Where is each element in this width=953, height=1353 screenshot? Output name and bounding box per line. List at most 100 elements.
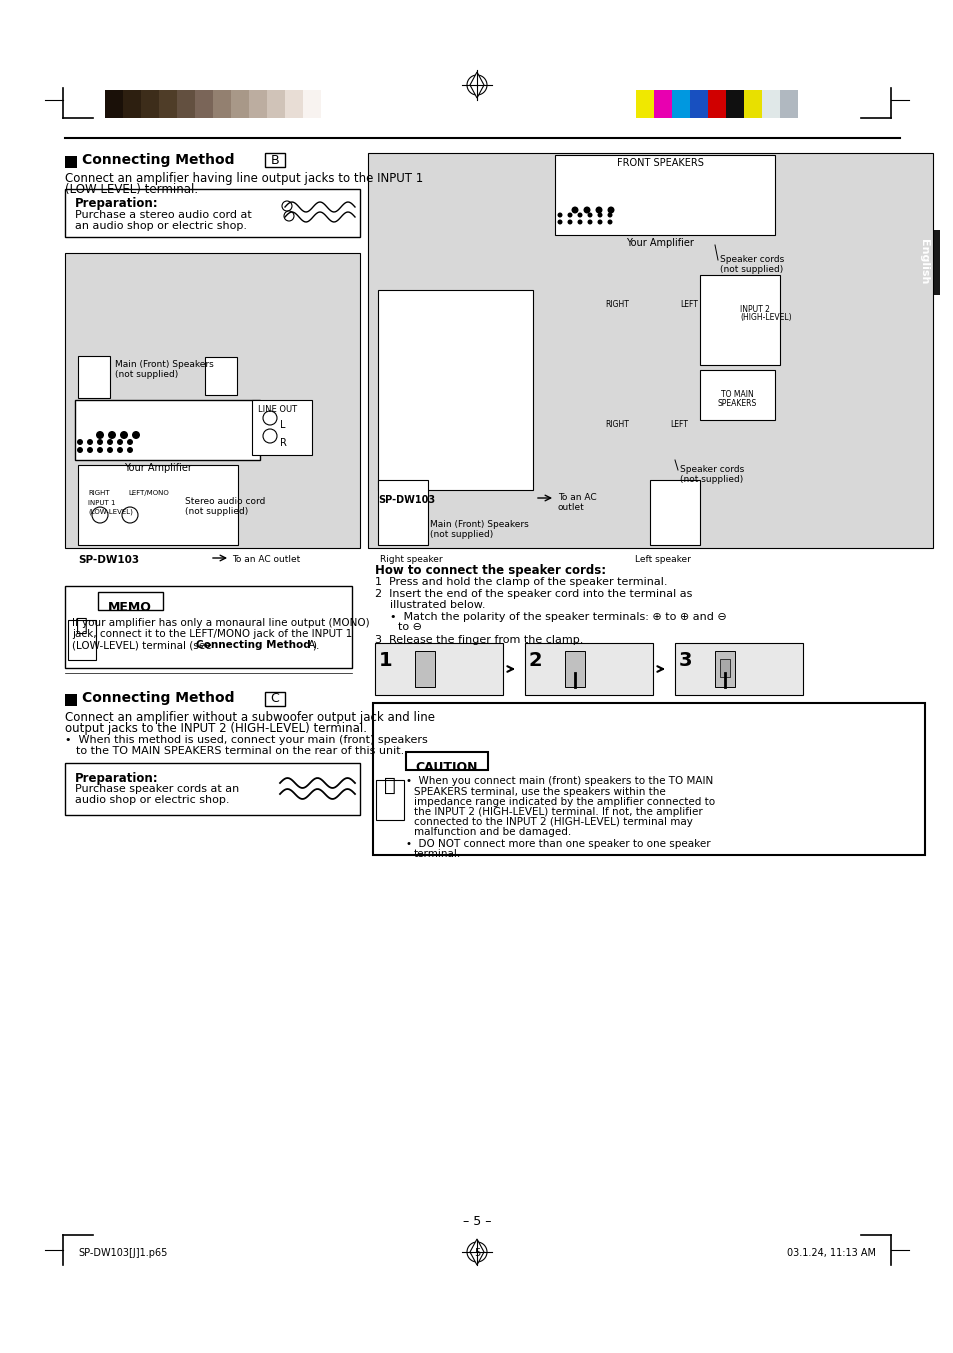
Circle shape [107, 438, 112, 445]
Bar [743, 91, 761, 118]
Text: malfunction and be damaged.: malfunction and be damaged. [414, 827, 571, 838]
Bar [213, 91, 231, 118]
Bar [564, 651, 584, 687]
Bar [415, 651, 435, 687]
Text: (not supplied): (not supplied) [720, 265, 782, 275]
Text: (LOW-LEVEL): (LOW-LEVEL) [88, 507, 132, 514]
Circle shape [96, 432, 104, 438]
Circle shape [107, 446, 112, 453]
Bar [636, 91, 654, 118]
Circle shape [607, 207, 614, 214]
Text: ✋: ✋ [76, 616, 88, 635]
Bar [303, 91, 320, 118]
Bar [65, 586, 352, 668]
Text: connected to the INPUT 2 (HIGH-LEVEL) terminal may: connected to the INPUT 2 (HIGH-LEVEL) te… [414, 817, 692, 827]
Bar [78, 356, 110, 398]
Text: output jacks to the INPUT 2 (HIGH-LEVEL) terminal.: output jacks to the INPUT 2 (HIGH-LEVEL)… [65, 723, 367, 735]
Text: (not supplied): (not supplied) [185, 507, 248, 515]
Text: 2: 2 [529, 651, 542, 670]
Text: LEFT: LEFT [669, 419, 687, 429]
Text: TO MAIN: TO MAIN [720, 390, 753, 399]
Text: •  When this method is used, connect your main (front) speakers: • When this method is used, connect your… [65, 735, 427, 746]
Bar [524, 643, 652, 695]
Text: 1: 1 [378, 651, 393, 670]
Bar [252, 400, 312, 455]
Bar [375, 779, 403, 820]
Text: LEFT/MONO: LEFT/MONO [128, 490, 169, 497]
Text: How to connect the speaker cords:: How to connect the speaker cords: [375, 564, 605, 576]
Text: Connecting Method: Connecting Method [82, 691, 234, 705]
Bar [761, 91, 780, 118]
Circle shape [132, 432, 140, 438]
Bar [373, 704, 924, 855]
Bar [65, 694, 77, 706]
Text: Your Amplifier: Your Amplifier [124, 463, 192, 474]
Text: illustrated below.: illustrated below. [390, 599, 485, 610]
Text: terminal.: terminal. [414, 848, 460, 859]
Bar [177, 91, 194, 118]
Circle shape [263, 411, 276, 425]
Text: (not supplied): (not supplied) [679, 475, 742, 484]
Text: SPEAKERS terminal, use the speakers within the: SPEAKERS terminal, use the speakers with… [414, 787, 665, 797]
Text: Main (Front) Speakers: Main (Front) Speakers [115, 360, 213, 369]
Text: FRONT SPEAKERS: FRONT SPEAKERS [616, 158, 702, 168]
Text: INPUT 1: INPUT 1 [88, 501, 115, 506]
Text: Preparation:: Preparation: [75, 773, 158, 785]
Text: Preparation:: Preparation: [75, 198, 158, 210]
Circle shape [567, 219, 572, 225]
Circle shape [77, 446, 83, 453]
Text: If your amplifier has only a monaural line output (MONO): If your amplifier has only a monaural li… [71, 618, 369, 628]
Bar [231, 91, 249, 118]
Text: SP-DW103: SP-DW103 [78, 555, 139, 566]
Circle shape [557, 219, 562, 225]
Text: Purchase speaker cords at an: Purchase speaker cords at an [75, 783, 239, 794]
Bar [267, 91, 285, 118]
Text: Speaker cords: Speaker cords [720, 254, 783, 264]
Text: LEFT: LEFT [679, 300, 698, 308]
Text: Connecting Method: Connecting Method [82, 153, 234, 166]
Text: RIGHT: RIGHT [604, 300, 628, 308]
Text: Speaker cords: Speaker cords [679, 465, 743, 474]
Text: Main (Front) Speakers: Main (Front) Speakers [430, 520, 528, 529]
Bar [265, 153, 285, 166]
Circle shape [571, 207, 578, 214]
Text: 03.1.24, 11:13 AM: 03.1.24, 11:13 AM [786, 1247, 875, 1258]
Bar [377, 480, 428, 545]
Text: outlet: outlet [558, 503, 584, 511]
Bar [159, 91, 177, 118]
Circle shape [117, 446, 123, 453]
Text: 3  Release the finger from the clamp.: 3 Release the finger from the clamp. [375, 635, 583, 645]
Bar [375, 643, 502, 695]
Bar [555, 156, 774, 235]
Circle shape [97, 446, 103, 453]
Bar [68, 620, 96, 660]
Text: SPEAKERS: SPEAKERS [717, 399, 756, 409]
Circle shape [567, 212, 572, 218]
Bar [105, 91, 123, 118]
Text: MEMO: MEMO [108, 601, 152, 614]
Bar [700, 369, 774, 419]
Circle shape [87, 446, 92, 453]
Text: Left speaker: Left speaker [635, 555, 690, 564]
Text: Connect an amplifier without a subwoofer output jack and line: Connect an amplifier without a subwoofer… [65, 710, 435, 724]
Bar [285, 91, 303, 118]
Text: To an AC: To an AC [558, 492, 596, 502]
Bar [65, 189, 359, 237]
Text: RIGHT: RIGHT [88, 490, 110, 497]
Text: •  Match the polarity of the speaker terminals: ⊕ to ⊕ and ⊖: • Match the polarity of the speaker term… [390, 612, 726, 622]
Circle shape [122, 507, 138, 524]
Text: SP-DW103: SP-DW103 [377, 495, 435, 505]
Bar [265, 691, 285, 706]
Text: (LOW-LEVEL) terminal (see: (LOW-LEVEL) terminal (see [71, 640, 214, 649]
Bar [98, 593, 163, 610]
Text: ).: ). [312, 640, 319, 649]
Circle shape [284, 211, 294, 221]
Circle shape [577, 219, 582, 225]
Text: Purchase a stereo audio cord at: Purchase a stereo audio cord at [75, 210, 252, 221]
Bar [671, 91, 689, 118]
Circle shape [117, 438, 123, 445]
Circle shape [583, 207, 590, 214]
Bar [707, 91, 725, 118]
Text: an audio shop or electric shop.: an audio shop or electric shop. [75, 221, 247, 231]
Bar [75, 400, 260, 460]
